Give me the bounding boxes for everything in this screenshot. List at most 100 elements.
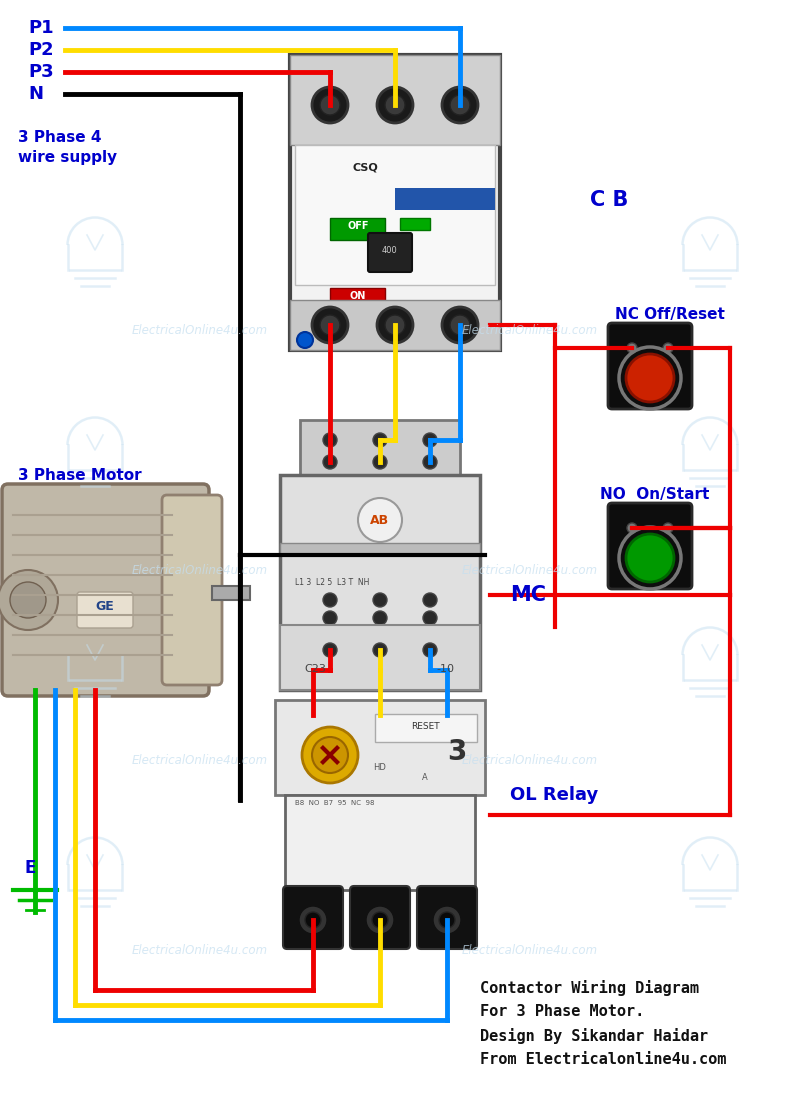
Circle shape [305,912,321,928]
Circle shape [423,610,437,625]
Circle shape [423,455,437,469]
Text: GE: GE [96,600,114,613]
Circle shape [297,332,313,348]
Circle shape [439,912,455,928]
Text: ElectricalOnline4u.com: ElectricalOnline4u.com [132,944,268,957]
Circle shape [373,433,387,447]
FancyBboxPatch shape [77,592,133,628]
Text: E: E [24,859,36,877]
Circle shape [373,593,387,607]
Bar [290,55,500,145]
Circle shape [358,498,402,543]
Bar [280,625,480,690]
Circle shape [423,593,437,607]
Circle shape [450,315,470,335]
Circle shape [0,570,58,631]
Text: OL Relay: OL Relay [510,786,598,804]
Text: For 3 Phase Motor.: For 3 Phase Motor. [480,1004,644,1019]
Circle shape [385,95,405,115]
Text: 3 Phase 4
wire supply: 3 Phase 4 wire supply [18,130,117,165]
Text: ElectricalOnline4u.com: ElectricalOnline4u.com [462,753,598,766]
FancyBboxPatch shape [275,700,485,795]
Circle shape [323,455,337,469]
Text: ElectricalOnline4u.com: ElectricalOnline4u.com [462,323,598,336]
Circle shape [312,307,348,343]
Circle shape [423,433,437,447]
Circle shape [312,87,348,123]
Circle shape [302,727,358,783]
Circle shape [320,315,340,335]
Bar [280,543,480,555]
Text: ElectricalOnline4u.com: ElectricalOnline4u.com [462,564,598,577]
Text: C23: C23 [304,664,326,674]
Circle shape [626,354,674,402]
Text: P2: P2 [28,41,54,59]
FancyBboxPatch shape [2,483,209,696]
Circle shape [299,906,327,934]
FancyBboxPatch shape [417,886,477,949]
Circle shape [663,343,673,353]
Text: C B: C B [590,190,628,211]
Circle shape [663,522,673,532]
Bar [290,300,500,350]
FancyBboxPatch shape [608,504,692,589]
Bar [400,218,430,229]
Circle shape [423,643,437,657]
Circle shape [312,737,348,773]
Text: ElectricalOnline4u.com: ElectricalOnline4u.com [132,564,268,577]
Text: ON: ON [350,291,366,301]
Circle shape [372,912,388,928]
Text: From Electricalonline4u.com: From Electricalonline4u.com [480,1052,726,1067]
Text: ElectricalOnline4u.com: ElectricalOnline4u.com [462,944,598,957]
Bar [212,586,250,600]
Circle shape [450,95,470,115]
FancyBboxPatch shape [300,420,460,475]
Text: Contactor Wiring Diagram: Contactor Wiring Diagram [480,980,699,996]
Text: -10: -10 [436,664,454,674]
Circle shape [627,343,637,353]
Text: OFF: OFF [348,221,369,231]
Circle shape [442,307,478,343]
Circle shape [323,643,337,657]
Text: AB: AB [371,514,390,527]
Text: RESET: RESET [411,722,439,731]
Circle shape [442,87,478,123]
Text: N: N [28,85,43,102]
Text: NO  On/Start: NO On/Start [600,488,710,502]
Text: NC Off/Reset: NC Off/Reset [615,307,725,322]
Bar [295,145,495,285]
FancyBboxPatch shape [290,55,500,350]
Text: 400: 400 [382,246,398,255]
Circle shape [433,906,461,934]
FancyBboxPatch shape [162,495,222,685]
Text: 3: 3 [447,737,467,766]
Circle shape [385,315,405,335]
FancyBboxPatch shape [350,886,410,949]
Bar [330,289,385,310]
Circle shape [10,582,46,618]
FancyBboxPatch shape [368,233,412,272]
Circle shape [626,534,674,582]
Circle shape [320,95,340,115]
Circle shape [373,455,387,469]
FancyBboxPatch shape [280,475,480,690]
Bar [395,188,495,211]
Text: CSQ: CSQ [352,162,378,172]
Circle shape [377,307,413,343]
Circle shape [373,610,387,625]
Text: ElectricalOnline4u.com: ElectricalOnline4u.com [132,323,268,336]
Text: ElectricalOnline4u.com: ElectricalOnline4u.com [132,753,268,766]
Text: P1: P1 [28,19,54,37]
Bar [330,218,385,240]
Circle shape [627,522,637,532]
Text: P3: P3 [28,63,54,81]
Text: 3 Phase Motor: 3 Phase Motor [18,468,141,482]
Text: MC: MC [510,585,546,605]
Circle shape [373,643,387,657]
FancyBboxPatch shape [285,795,475,890]
Circle shape [366,906,394,934]
Circle shape [323,593,337,607]
Circle shape [377,87,413,123]
Circle shape [323,610,337,625]
Bar [375,714,477,742]
